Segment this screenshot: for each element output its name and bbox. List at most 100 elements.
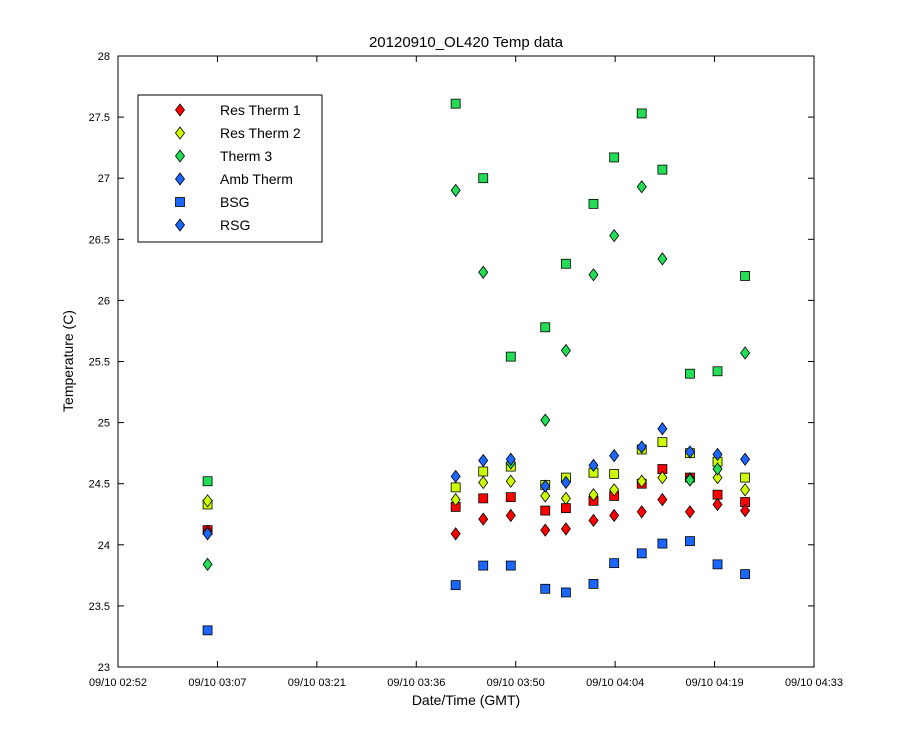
- data-point: [202, 625, 213, 636]
- data-point: [740, 271, 750, 281]
- data-point: [588, 458, 599, 473]
- data-point: [636, 505, 647, 519]
- data-point: [505, 474, 516, 488]
- legend-marker: [175, 218, 185, 232]
- data-point: [657, 422, 668, 436]
- data-point: [636, 180, 647, 194]
- data-point: [712, 366, 723, 377]
- legend-entry-label: RSG: [220, 217, 250, 233]
- data-point: [202, 494, 213, 508]
- data-point: [505, 508, 516, 523]
- data-point: [450, 527, 461, 541]
- data-point: [712, 559, 723, 570]
- legend-marker: [175, 103, 185, 117]
- x-tick-label: 09/10 04:33: [785, 677, 843, 689]
- data-point: [588, 488, 599, 502]
- data-point: [450, 482, 461, 493]
- data-point: [478, 173, 489, 184]
- data-point: [505, 492, 516, 503]
- data-point: [540, 489, 551, 503]
- data-point: [588, 579, 599, 589]
- data-point: [560, 522, 571, 536]
- legend-entry-label: Res Therm 1: [220, 102, 301, 118]
- data-point: [540, 413, 551, 427]
- data-point: [609, 508, 620, 523]
- data-point: [478, 512, 489, 526]
- data-point: [478, 493, 489, 504]
- series-group: [202, 492, 751, 541]
- x-tick-label: 09/10 04:19: [686, 677, 744, 689]
- data-point: [685, 536, 695, 547]
- data-point: [609, 152, 620, 163]
- data-point: [684, 473, 695, 487]
- x-axis-label: Date/Time (GMT): [412, 692, 520, 708]
- series-group: [202, 98, 750, 487]
- data-point: [505, 452, 516, 466]
- y-axis-label: Temperature (C): [60, 310, 76, 412]
- data-point: [636, 474, 647, 488]
- chart-title: 20120910_OL420 Temp data: [369, 34, 564, 51]
- data-point: [540, 322, 551, 333]
- data-point: [740, 483, 751, 497]
- data-point: [609, 483, 620, 497]
- data-point: [684, 445, 695, 459]
- data-point: [450, 98, 461, 109]
- y-tick-label: 28: [98, 51, 110, 63]
- data-point: [450, 469, 461, 484]
- series-group: [202, 536, 750, 636]
- data-point: [478, 560, 489, 571]
- y-tick-label: 23: [98, 662, 110, 674]
- data-markers: [202, 98, 751, 636]
- data-point: [657, 164, 668, 175]
- y-tick-label: 26: [98, 295, 110, 307]
- data-point: [478, 466, 489, 477]
- data-point: [505, 560, 516, 571]
- data-point: [685, 368, 695, 379]
- data-point: [478, 475, 489, 490]
- x-tick-label: 09/10 03:07: [188, 677, 246, 689]
- y-tick-label: 24: [98, 540, 110, 552]
- data-point: [478, 265, 489, 279]
- data-point: [609, 558, 620, 569]
- data-point: [561, 258, 571, 269]
- y-axis-ticks: 23 23.5 24 24.5 25 25.5 26 26.5 27 27.5 28: [89, 51, 814, 674]
- y-tick-label: 25.5: [89, 357, 110, 369]
- x-tick-label: 09/10 03:50: [487, 677, 545, 689]
- data-point: [450, 183, 461, 198]
- y-tick-label: 24.5: [89, 479, 110, 491]
- legend-box: [137, 94, 323, 243]
- data-point: [636, 108, 647, 119]
- data-point: [505, 351, 516, 362]
- data-point: [560, 475, 571, 490]
- data-point: [450, 492, 461, 507]
- data-point: [740, 569, 750, 580]
- data-point: [609, 469, 620, 479]
- x-tick-label: 09/10 04:04: [586, 677, 644, 689]
- legend-marker: [175, 172, 185, 186]
- data-point: [657, 437, 668, 448]
- x-axis-ticks: 09/10 02:52 09/10 03:07 09/10 03:21 09/10 0…: [89, 56, 843, 689]
- data-point: [450, 580, 461, 591]
- data-point: [202, 476, 213, 487]
- data-point: [657, 252, 668, 266]
- y-tick-label: 27: [98, 173, 110, 185]
- legend-entry-label: Res Therm 2: [220, 125, 301, 141]
- x-tick-label: 09/10 03:21: [288, 677, 346, 689]
- data-point: [636, 548, 647, 559]
- data-point: [740, 503, 751, 518]
- data-point: [657, 470, 668, 485]
- data-point: [740, 452, 751, 466]
- legend-marker: [175, 197, 185, 207]
- data-point: [560, 491, 571, 506]
- data-point: [712, 470, 723, 485]
- data-point: [588, 198, 599, 209]
- data-point: [712, 447, 723, 462]
- data-point: [540, 523, 551, 537]
- legend-marker: [175, 149, 185, 163]
- data-point: [740, 472, 750, 483]
- data-point: [684, 505, 695, 519]
- data-point: [588, 268, 599, 282]
- legend-entry-label: Therm 3: [220, 148, 272, 164]
- legend: Res Therm 1 Res Therm 2 Therm 3 Amb Therm BS…: [137, 94, 323, 243]
